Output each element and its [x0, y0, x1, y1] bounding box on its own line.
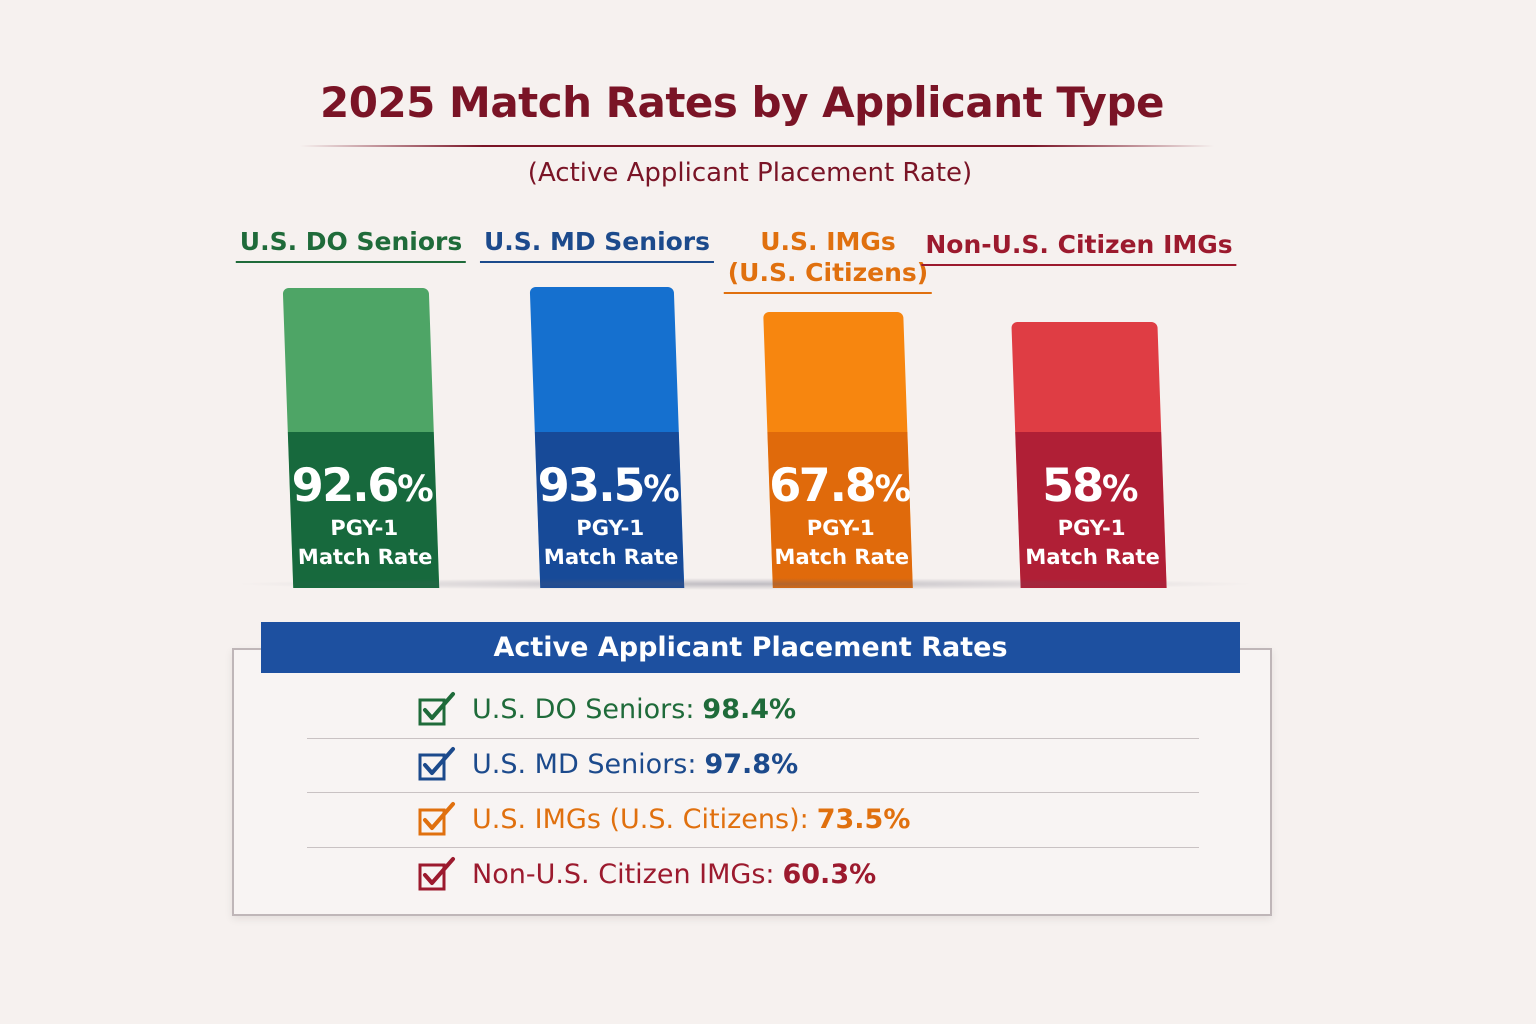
- category-label: U.S. IMGs (U.S. Citizens): [723, 226, 933, 294]
- summary-row-label: U.S. DO Seniors:: [472, 693, 695, 725]
- category-label: U.S. DO Seniors: [235, 226, 467, 263]
- category-label-line1: U.S. MD Seniors: [483, 227, 711, 256]
- summary-divider: [307, 792, 1199, 793]
- category-label-line1: U.S. DO Seniors: [239, 227, 463, 256]
- bar-value-label: 92.6%: [290, 457, 435, 512]
- summary-row: U.S. DO Seniors: 98.4%: [418, 689, 796, 729]
- category-label: Non-U.S. Citizen IMGs: [921, 229, 1237, 266]
- category-label: U.S. MD Seniors: [479, 226, 715, 263]
- bar-value-label: 93.5%: [536, 457, 681, 512]
- summary-row-label: U.S. MD Seniors:: [472, 748, 697, 780]
- bar: 92.6% PGY-1 Match Rate: [282, 287, 440, 588]
- summary-box: [232, 648, 1272, 916]
- title-divider: [300, 145, 1214, 147]
- summary-row-label: U.S. IMGs (U.S. Citizens):: [472, 803, 809, 835]
- bar-sublabel: PGY-1 Match Rate: [543, 515, 679, 569]
- bar-sublabel: PGY-1 Match Rate: [774, 515, 910, 569]
- bar: 67.8% PGY-1 Match Rate: [763, 312, 913, 588]
- checkbox-checked-icon: [418, 857, 455, 891]
- summary-row: U.S. MD Seniors: 97.8%: [418, 744, 798, 784]
- chart-baseline: [230, 578, 1260, 590]
- bar-sublabel: PGY-1 Match Rate: [1024, 515, 1161, 569]
- chart-title: 2025 Match Rates by Applicant Type: [320, 78, 1164, 127]
- bar: 93.5% PGY-1 Match Rate: [529, 287, 685, 588]
- chart-subtitle: (Active Applicant Placement Rate): [527, 158, 973, 188]
- category-label-line1: Non-U.S. Citizen IMGs: [925, 230, 1233, 259]
- bar-value-label: 67.8%: [768, 457, 912, 512]
- bar-sublabel: PGY-1 Match Rate: [297, 515, 433, 569]
- checkbox-checked-icon: [418, 802, 455, 836]
- checkbox-checked-icon: [418, 692, 455, 726]
- summary-row-value: 97.8%: [704, 748, 799, 780]
- category-label-line2: (U.S. Citizens): [727, 258, 929, 287]
- summary-row-label: Non-U.S. Citizen IMGs:: [472, 858, 775, 890]
- bar: 58% PGY-1 Match Rate: [1011, 321, 1167, 588]
- bar-value-label: 58%: [1041, 457, 1139, 512]
- summary-row: Non-U.S. Citizen IMGs: 60.3%: [418, 854, 876, 894]
- summary-row-value: 60.3%: [782, 858, 877, 890]
- category-label-line1: U.S. IMGs: [760, 227, 896, 256]
- summary-row-value: 73.5%: [816, 803, 911, 835]
- checkbox-checked-icon: [418, 747, 455, 781]
- summary-divider: [307, 847, 1199, 848]
- summary-row: U.S. IMGs (U.S. Citizens): 73.5%: [418, 799, 910, 839]
- summary-header: Active Applicant Placement Rates: [261, 622, 1240, 673]
- summary-row-value: 98.4%: [702, 693, 797, 725]
- summary-divider: [307, 738, 1199, 739]
